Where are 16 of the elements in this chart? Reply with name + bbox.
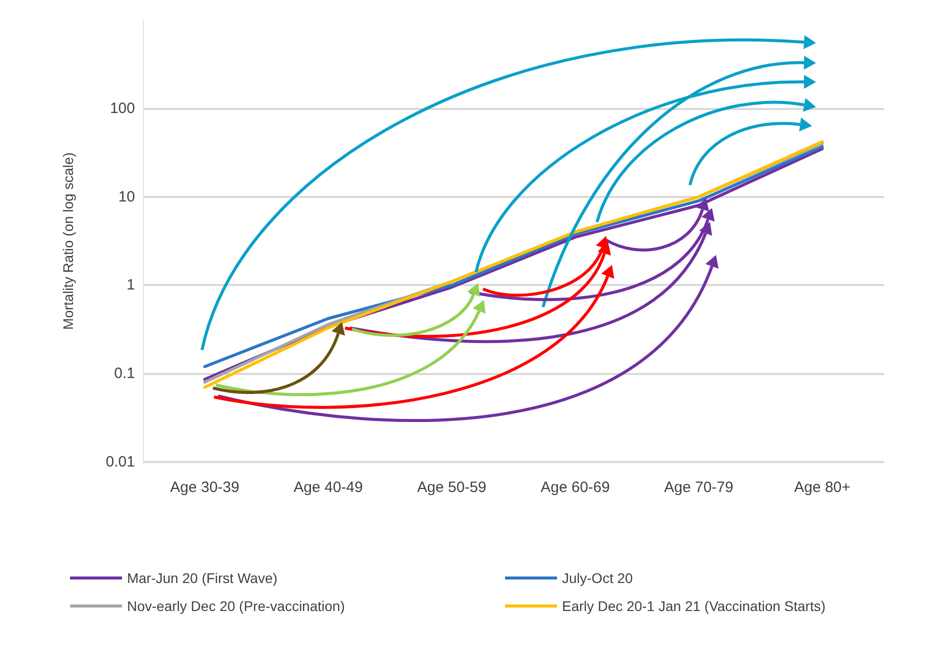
x-tick-label: Age 80+: [794, 479, 851, 496]
x-tick-label: Age 40-49: [294, 479, 363, 496]
legend-label: Early Dec 20-1 Jan 21 (Vaccination Starts): [562, 598, 826, 614]
y-axis-title: Mortality Ratio (on log scale): [60, 152, 76, 330]
legend-label: Nov-early Dec 20 (Pre-vaccination): [127, 598, 345, 614]
x-tick-label: Age 60-69: [540, 479, 610, 496]
x-tick-label: Age 50-59: [417, 479, 486, 496]
y-tick-label: 0.01: [106, 454, 135, 470]
y-tick-label: 0.1: [114, 365, 135, 382]
y-tick-label: 10: [118, 188, 135, 206]
x-tick-label: Age 30-39: [170, 479, 240, 496]
y-tick-label: 1: [126, 276, 135, 294]
x-tick-label: Age 70-79: [664, 479, 734, 496]
y-tick-label: 100: [110, 100, 135, 117]
legend-label: Mar-Jun 20 (First Wave): [127, 570, 278, 586]
legend-label: July-Oct 20: [562, 570, 634, 586]
